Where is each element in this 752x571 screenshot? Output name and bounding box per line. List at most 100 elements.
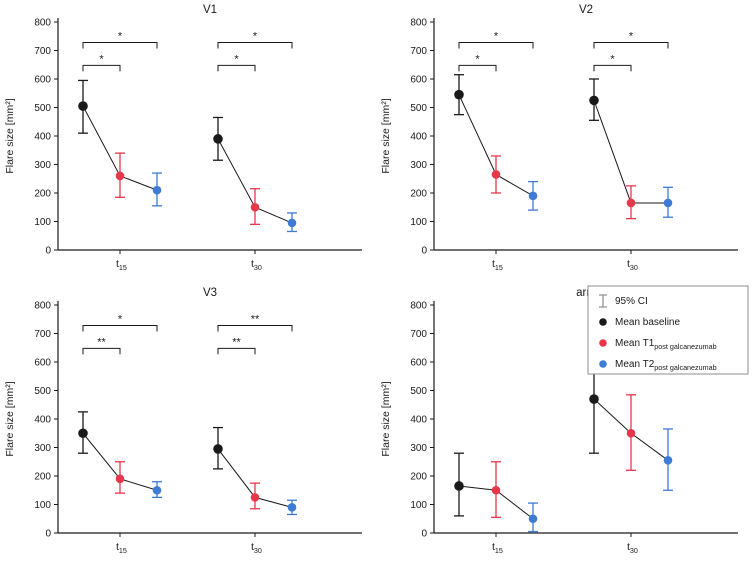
y-tick-label: 800 (410, 17, 427, 28)
y-tick-label: 400 (410, 131, 427, 142)
y-tick-label: 300 (410, 443, 427, 454)
data-point (589, 394, 599, 404)
data-point (287, 503, 297, 512)
data-point (626, 198, 636, 208)
y-tick-label: 500 (410, 103, 427, 114)
significance-bracket (217, 347, 256, 355)
data-point (491, 485, 501, 495)
y-tick-label: 100 (410, 217, 427, 228)
y-tick-label: 0 (45, 245, 51, 256)
significance-label: * (253, 31, 258, 43)
legend-entry-label: Mean T2post galcanezumab (615, 359, 717, 372)
significance-label: * (234, 53, 239, 65)
y-tick-label: 0 (421, 528, 427, 539)
y-tick-label: 300 (34, 160, 51, 171)
significance-bracket (458, 42, 534, 49)
significance-bracket (217, 325, 293, 332)
data-point (213, 134, 223, 144)
significance-label: * (629, 31, 634, 43)
significance-label: * (475, 53, 480, 65)
y-axis-label: Flare size [mm²] (380, 98, 392, 173)
significance-label: * (610, 53, 615, 65)
significance-label: ** (251, 314, 260, 326)
data-point (115, 474, 125, 484)
data-point (250, 202, 260, 212)
data-point (663, 198, 673, 208)
chart-panel-v1: V1 0 100 200 300 400 500 600 700 800 t15 t30 Flare s… (0, 0, 376, 283)
chart-title: V3 (203, 287, 217, 299)
data-point (528, 514, 538, 524)
chart-panel-v2: V2 0 100 200 300 400 500 600 700 800 t15 t30 Flare s… (376, 0, 752, 283)
y-tick-label: 500 (34, 103, 51, 114)
y-tick-label: 300 (410, 160, 427, 171)
y-tick-label: 600 (410, 357, 427, 368)
y-tick-label: 200 (410, 471, 427, 482)
chart-v3: V3 0 100 200 300 400 500 600 700 800 t15 t30 Flare s… (4, 287, 362, 555)
significance-bracket (593, 42, 669, 49)
data-point (78, 101, 88, 111)
significance-label: * (99, 53, 104, 65)
data-point (454, 481, 464, 491)
x-tick-label: t30 (627, 541, 638, 555)
y-axis-label: Flare size [mm²] (4, 381, 16, 456)
chart-v1: V1 0 100 200 300 400 500 600 700 800 t15 t30 Flare s… (4, 4, 362, 272)
x-tick-label: t30 (627, 258, 638, 272)
legend-entry-label: Mean baseline (615, 317, 680, 328)
y-tick-label: 100 (34, 500, 51, 511)
y-tick-label: 700 (410, 46, 427, 57)
chart-v2: V2 0 100 200 300 400 500 600 700 800 t15 t30 Flare s… (380, 4, 738, 272)
data-point (152, 185, 162, 195)
significance-bracket (217, 64, 256, 72)
data-point (528, 191, 538, 201)
y-tick-label: 0 (421, 245, 427, 256)
y-tick-label: 400 (410, 414, 427, 425)
y-tick-label: 400 (34, 131, 51, 142)
data-point (626, 428, 636, 438)
significance-label: * (494, 31, 499, 43)
y-tick-label: 600 (34, 357, 51, 368)
y-tick-label: 500 (410, 386, 427, 397)
y-tick-label: 600 (34, 74, 51, 85)
y-tick-label: 700 (34, 46, 51, 57)
chart-panel-arm: arm 0 100 200 300 400 500 600 700 800 t15 t30 Flare … (376, 283, 752, 566)
x-tick-label: t15 (116, 258, 127, 272)
significance-label: ** (97, 336, 106, 348)
y-tick-label: 300 (34, 443, 51, 454)
data-point (287, 218, 297, 228)
significance-label: * (118, 31, 123, 43)
data-point (589, 95, 599, 106)
x-tick-label: t30 (251, 258, 262, 272)
y-tick-label: 200 (34, 471, 51, 482)
x-tick-label: t15 (116, 541, 127, 555)
significance-label: * (118, 314, 123, 326)
y-tick-label: 200 (410, 188, 427, 199)
y-tick-label: 800 (410, 300, 427, 311)
significance-bracket (593, 64, 632, 72)
y-tick-label: 500 (34, 386, 51, 397)
y-tick-label: 800 (34, 17, 51, 28)
significance-bracket (458, 64, 497, 72)
y-tick-label: 0 (45, 528, 51, 539)
legend-dot-icon (599, 318, 607, 326)
data-point (454, 89, 464, 100)
data-point (213, 444, 223, 454)
significance-label: ** (232, 336, 241, 348)
chart-title: V2 (579, 4, 593, 16)
data-point (491, 170, 501, 179)
x-tick-label: t15 (492, 258, 503, 272)
y-tick-label: 100 (34, 217, 51, 228)
data-point (152, 485, 162, 495)
legend-dot-icon (599, 339, 607, 347)
y-tick-label: 100 (410, 500, 427, 511)
y-tick-label: 600 (410, 74, 427, 85)
y-axis-label: Flare size [mm²] (4, 98, 16, 173)
chart-panel-v3: V3 0 100 200 300 400 500 600 700 800 t15 t30 Flare s… (0, 283, 376, 566)
y-tick-label: 700 (34, 329, 51, 340)
data-point (663, 456, 673, 465)
y-tick-label: 200 (34, 188, 51, 199)
data-point (115, 171, 125, 181)
y-tick-label: 700 (410, 329, 427, 340)
significance-bracket (82, 325, 158, 332)
